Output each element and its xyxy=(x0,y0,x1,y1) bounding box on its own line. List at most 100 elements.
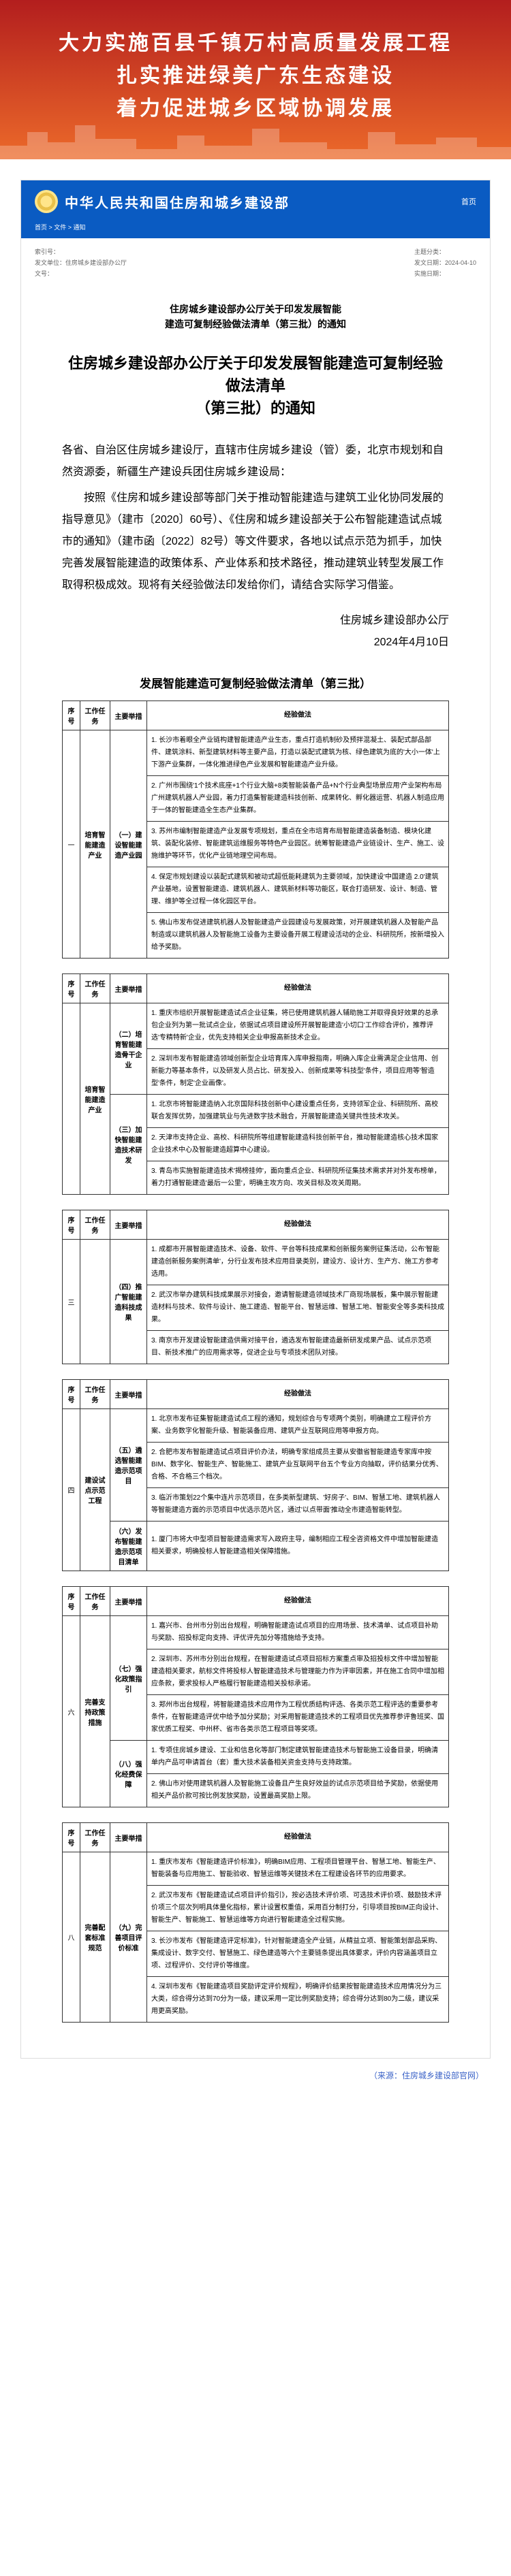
table-header: 经验做法 xyxy=(147,1210,449,1240)
method-cell: 3. 临沂市策划22个集中连片示范项目，在多类新型建筑、'好房子'、BIM、智慧… xyxy=(147,1488,449,1522)
meta-row: 主题分类： xyxy=(414,246,476,257)
seq-cell xyxy=(63,1003,80,1195)
table-header: 经验做法 xyxy=(147,1380,449,1409)
table-row: 八完善配套标准规范（九）完善项目评价标准1. 重庆市发布《智能建造评价标准》，明… xyxy=(63,1852,449,1886)
table-header: 经验做法 xyxy=(147,974,449,1003)
item-cell: （四）推广智能建造科技成果 xyxy=(110,1240,147,1364)
title-line: 住房城乡建设部办公厅关于印发发展智能建造可复制经验做法清单 xyxy=(68,355,443,394)
method-cell: 3. 苏州市编制智能建造产业发展专项规划，重点在全市培育布局智能建造装备制造、模… xyxy=(147,822,449,867)
method-cell: 2. 合肥市发布智能建造试点项目评价办法，明确专家组成员主要从安徽省智能建造专家… xyxy=(147,1443,449,1488)
task-cell: 建设试点示范工程 xyxy=(80,1409,110,1571)
method-cell: 1. 北京市将智能建造纳入北京国际科技创新中心建设重点任务，支持领军企业、科研院… xyxy=(147,1095,449,1128)
method-cell: 1. 重庆市发布《智能建造评价标准》，明确BIM应用、工程项目管理平台、智慧工地… xyxy=(147,1852,449,1886)
method-cell: 3. 郑州市出台规程，将智能建造技术应用作为工程优质结构评选、各类示范工程评选的… xyxy=(147,1695,449,1741)
experience-table: 序号工作任务主要举措经验做法培育智能建造产业（二）培育智能建造骨干企业1. 重庆… xyxy=(62,973,449,1195)
table-header: 工作任务 xyxy=(80,1380,110,1409)
table-header: 工作任务 xyxy=(80,1587,110,1616)
table-row: 六完善支持政策措施（七）强化政策指引1. 嘉兴市、台州市分别出台规程，明确智能建… xyxy=(63,1616,449,1649)
method-cell: 3. 长沙市发布《智能建造评定标准》，针对智能建造全产业链，从精益立项、智能策划… xyxy=(147,1931,449,1977)
table-row: （三）加快智能建造技术研发1. 北京市将智能建造纳入北京国际科技创新中心建设重点… xyxy=(63,1095,449,1128)
title-line: （第三批）的通知 xyxy=(196,400,315,417)
doc-title: 住房城乡建设部办公厅关于印发发展智能建造可复制经验做法清单 （第三批）的通知 xyxy=(62,352,449,419)
table-header: 工作任务 xyxy=(80,701,110,730)
item-cell: （八）强化经费保障 xyxy=(110,1741,147,1807)
breadcrumb: 首页 > 文件 > 通知 xyxy=(21,223,490,238)
doc-meta: 索引号： 发文单位：住房城乡建设部办公厅 文号： 主题分类： 发文日期：2024… xyxy=(21,238,490,288)
heading-line: 建造可复制经验做法清单（第三批）的通知 xyxy=(165,319,346,329)
table-row: 一培育智能建造产业（一）建设智能建造产业园1. 长沙市着眼全产业链构建智能建造产… xyxy=(63,730,449,776)
national-emblem-icon xyxy=(35,190,58,213)
table-header: 序号 xyxy=(63,701,80,730)
banner-line: 着力促进城乡区域协调发展 xyxy=(117,97,394,120)
method-cell: 3. 青岛市实施智能建造技术'揭榜挂帅'，面向重点企业、科研院所征集技术需求并对… xyxy=(147,1161,449,1195)
task-cell xyxy=(80,1240,110,1364)
method-cell: 3. 南京市开发建设智能建造供需对接平台，遴选发布智能建造最新研发成果产品、试点… xyxy=(147,1331,449,1364)
table-header: 主要举措 xyxy=(110,1380,147,1409)
method-cell: 1. 嘉兴市、台州市分别出台规程，明确智能建造试点项目的应用场景、技术清单、试点… xyxy=(147,1616,449,1649)
method-cell: 1. 成都市开展智能建造技术、设备、软件、平台等科技成果和创新服务案例征集活动，… xyxy=(147,1240,449,1285)
site-title: 中华人民共和国住房和城乡建设部 xyxy=(65,192,290,212)
task-cell: 培育智能建造产业 xyxy=(80,1003,110,1195)
table-header: 序号 xyxy=(63,1823,80,1852)
method-cell: 1. 专项住房城乡建设、工业和信息化等部门制定建筑智能建造技术与智能施工设备目录… xyxy=(147,1741,449,1774)
task-cell: 完善支持政策措施 xyxy=(80,1616,110,1807)
table-header: 主要举措 xyxy=(110,1587,147,1616)
table-header: 主要举措 xyxy=(110,1210,147,1240)
paragraph: 按照《住房和城乡建设部等部门关于推动智能建造与建筑工业化协同发展的指导意见》（建… xyxy=(62,487,449,596)
experience-table: 序号工作任务主要举措经验做法一培育智能建造产业（一）建设智能建造产业园1. 长沙… xyxy=(62,701,449,959)
source-note: （来源：住房城乡建设部官网） xyxy=(0,2065,511,2102)
method-cell: 1. 长沙市着眼全产业链构建智能建造产业生态，重点打造机制砂及预拌混凝土、装配式… xyxy=(147,730,449,776)
banner-line: 扎实推进绿美广东生态建设 xyxy=(117,65,394,87)
meta-row: 索引号： xyxy=(35,246,127,257)
method-cell: 2. 深圳市发布智能建造领域创新型企业培育库入库申报指南，明确入库企业需满足企业… xyxy=(147,1049,449,1095)
table-header: 主要举措 xyxy=(110,701,147,730)
experience-table: 序号工作任务主要举措经验做法八完善配套标准规范（九）完善项目评价标准1. 重庆市… xyxy=(62,1822,449,2023)
site-nav: 首页 xyxy=(461,196,476,207)
addressee: 各省、自治区住房城乡建设厅，直辖市住房城乡建设（管）委，北京市规划和自然资源委，… xyxy=(62,440,449,483)
banner-line: 大力实施百县千镇万村高质量发展工程 xyxy=(59,32,452,54)
meta-row: 文号： xyxy=(35,268,127,279)
table-header: 序号 xyxy=(63,1210,80,1240)
table-row: 四建设试点示范工程（五）遴选智能建造示范项目1. 北京市发布征集智能建造试点工程… xyxy=(63,1409,449,1443)
sign-date: 2024年4月10日 xyxy=(62,632,449,654)
table-header: 工作任务 xyxy=(80,1823,110,1852)
item-cell: （六）发布智能建造示范项目清单 xyxy=(110,1522,147,1571)
method-cell: 4. 深圳市发布《智能建造项目奖励评定评价规程》，明确评价结果按智能建造技术应用… xyxy=(147,1977,449,2023)
method-cell: 2. 佛山市对使用建筑机器人及智能施工设备且产生良好效益的试点示范项目给予奖励，… xyxy=(147,1774,449,1807)
task-cell: 完善配套标准规范 xyxy=(80,1852,110,2023)
item-cell: （七）强化政策指引 xyxy=(110,1616,147,1741)
task-cell: 培育智能建造产业 xyxy=(80,730,110,959)
skyline-graphic xyxy=(0,118,511,159)
nav-item[interactable]: 首页 xyxy=(461,196,476,207)
method-cell: 2. 广州市围绕'1个技术底座+1个行业大脑+8类智能装备产品+N个行业典型场景… xyxy=(147,776,449,822)
meta-row: 发文日期：2024-04-10 xyxy=(414,257,476,268)
tables-container: 序号工作任务主要举措经验做法一培育智能建造产业（一）建设智能建造产业园1. 长沙… xyxy=(62,701,449,2023)
meta-row: 发文单位：住房城乡建设部办公厅 xyxy=(35,257,127,268)
method-cell: 5. 佛山市发布促进建筑机器人及智能建造产业园建设与发展政策，对开展建筑机器人及… xyxy=(147,913,449,959)
item-cell: （五）遴选智能建造示范项目 xyxy=(110,1409,147,1522)
table-row: （八）强化经费保障1. 专项住房城乡建设、工业和信息化等部门制定建筑智能建造技术… xyxy=(63,1741,449,1774)
method-cell: 2. 深圳市、苏州市分别出台规程，在智能建造试点项目招标方案重点审及招投标文件中… xyxy=(147,1649,449,1695)
signature-block: 住房城乡建设部办公厅 2024年4月10日 xyxy=(62,610,449,654)
heading-line: 住房城乡建设部办公厅关于印发发展智能 xyxy=(170,304,341,315)
site-capture: 中华人民共和国住房和城乡建设部 首页 首页 > 文件 > 通知 索引号： 发文单… xyxy=(20,180,491,2059)
experience-table: 序号工作任务主要举措经验做法六完善支持政策措施（七）强化政策指引1. 嘉兴市、台… xyxy=(62,1586,449,1807)
top-banner: 大力实施百县千镇万村高质量发展工程 扎实推进绿美广东生态建设 着力促进城乡区域协… xyxy=(0,0,511,159)
attachment-title: 发展智能建造可复制经验做法清单（第三批） xyxy=(62,674,449,691)
experience-table: 序号工作任务主要举措经验做法三（四）推广智能建造科技成果1. 成都市开展智能建造… xyxy=(62,1210,449,1364)
experience-table: 序号工作任务主要举措经验做法四建设试点示范工程（五）遴选智能建造示范项目1. 北… xyxy=(62,1379,449,1571)
method-cell: 2. 武汉市发布《智能建造试点项目评价指引》，按必选技术评价项、可选技术评价项、… xyxy=(147,1886,449,1931)
table-header: 序号 xyxy=(63,974,80,1003)
table-header: 序号 xyxy=(63,1380,80,1409)
table-header: 经验做法 xyxy=(147,1823,449,1852)
table-header: 经验做法 xyxy=(147,1587,449,1616)
sign-org: 住房城乡建设部办公厅 xyxy=(62,610,449,632)
table-header: 工作任务 xyxy=(80,1210,110,1240)
table-header: 主要举措 xyxy=(110,974,147,1003)
item-cell: （一）建设智能建造产业园 xyxy=(110,730,147,959)
table-row: 三（四）推广智能建造科技成果1. 成都市开展智能建造技术、设备、软件、平台等科技… xyxy=(63,1240,449,1285)
document: 住房城乡建设部办公厅关于印发发展智能建造可复制经验做法清单 （第三批）的通知 各… xyxy=(21,338,490,2058)
method-cell: 4. 保定市规划建设以装配式建筑和被动式超低能耗建筑为主要领域，加快建设'中国建… xyxy=(147,867,449,913)
table-row: （六）发布智能建造示范项目清单1. 厦门市将大中型项目智能建造需求写入政府主导，… xyxy=(63,1522,449,1571)
table-header: 主要举措 xyxy=(110,1823,147,1852)
